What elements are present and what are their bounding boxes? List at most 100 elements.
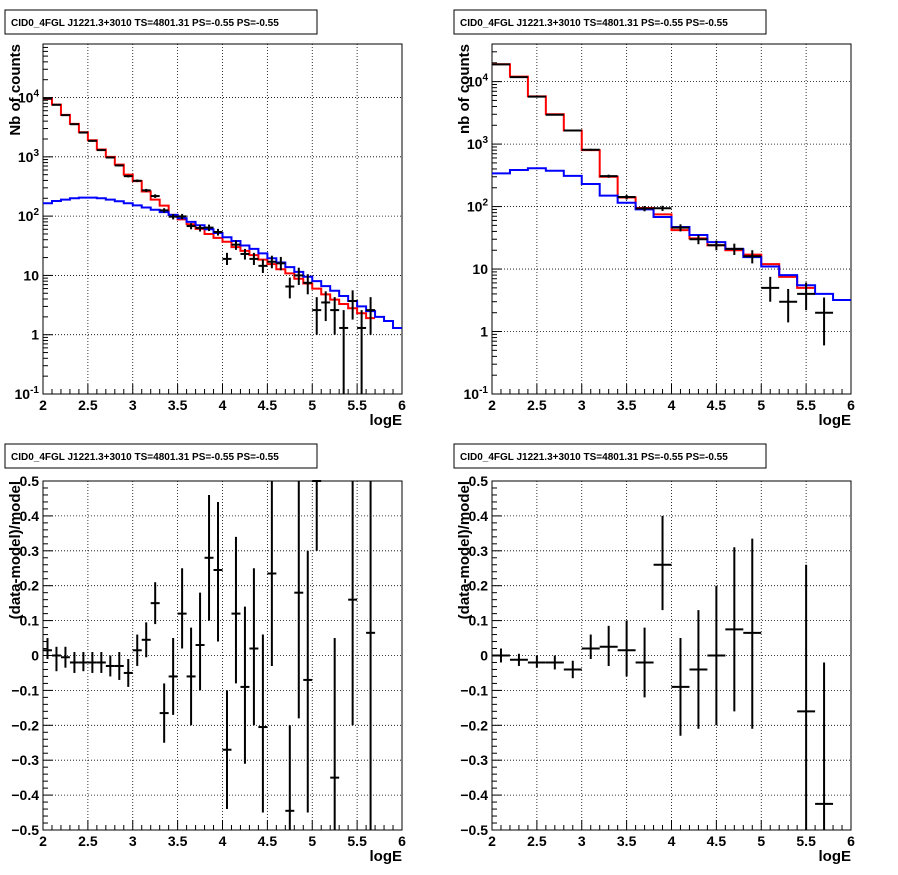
- data-point: [635, 627, 654, 698]
- data-point: [231, 240, 241, 250]
- data-point: [671, 638, 690, 736]
- x-axis-title: logE: [819, 412, 852, 429]
- y-tick-label: −0.3: [460, 752, 488, 768]
- data-point: [177, 568, 187, 649]
- title-box: [453, 443, 767, 469]
- data-point: [204, 224, 214, 232]
- y-tick-label: 0: [31, 648, 39, 664]
- x-tick-label: 2.5: [527, 833, 547, 849]
- data-point: [141, 622, 151, 658]
- data-point: [312, 480, 322, 551]
- data-point: [330, 638, 340, 830]
- y-tick-label: 10-1: [464, 385, 489, 402]
- data-point: [240, 606, 250, 764]
- y-tick-label: 0.4: [20, 508, 40, 524]
- data-point: [294, 267, 304, 285]
- data-point: [51, 103, 61, 106]
- title-box: [453, 9, 767, 35]
- x-tick-label: 3: [129, 833, 137, 849]
- data-point: [267, 481, 277, 666]
- data-point: [725, 547, 744, 712]
- y-tick-label: 102: [18, 207, 40, 224]
- x-tick-label: 2: [488, 833, 496, 849]
- y-tick-label: 104: [467, 73, 489, 90]
- data-point: [527, 95, 546, 98]
- x-tick-label: 2: [39, 833, 47, 849]
- data-point: [563, 660, 582, 679]
- data-point: [213, 501, 223, 642]
- data-point: [312, 297, 322, 335]
- chart-panel-4: CID0_4FGL J1221.3+3010 TS=4801.31 PS=-0.…: [453, 443, 855, 865]
- x-tick-label: 6: [847, 397, 855, 413]
- y-tick-label: 0.2: [20, 578, 40, 594]
- data-point: [258, 634, 268, 813]
- y-tick-label: −0.1: [11, 682, 39, 698]
- y-tick-label: 102: [467, 198, 489, 215]
- x-tick-label: 4: [219, 833, 227, 849]
- data-point: [707, 240, 726, 251]
- data-point: [105, 655, 115, 677]
- x-tick-label: 2: [39, 397, 47, 413]
- x-tick-label: 5: [308, 833, 316, 849]
- data-point: [815, 662, 834, 830]
- data-point: [725, 243, 744, 255]
- data-point: [168, 214, 178, 220]
- y-tick-label: 10: [23, 267, 39, 283]
- data-point: [599, 174, 618, 178]
- chart-title: CID0_4FGL J1221.3+3010 TS=4801.31 PS=-0.…: [11, 452, 279, 463]
- y-tick-label: −0.4: [460, 787, 488, 803]
- data-point: [545, 655, 564, 670]
- x-tick-label: 6: [847, 833, 855, 849]
- data-point: [707, 585, 726, 726]
- y-tick-label: 0.4: [469, 508, 489, 524]
- chart-title: CID0_4FGL J1221.3+3010 TS=4801.31 PS=-0.…: [11, 18, 279, 29]
- data-point: [60, 646, 70, 668]
- data-point: [348, 481, 358, 726]
- data-point: [339, 310, 349, 394]
- title-box: [4, 9, 318, 35]
- x-axis-ticks: [42, 820, 403, 830]
- y-axis-ticks: [492, 480, 502, 831]
- x-tick-label: 2.5: [527, 397, 547, 413]
- data-point: [43, 638, 52, 659]
- y-tick-label: 0.1: [469, 613, 489, 629]
- y-tick-label: 104: [18, 89, 40, 106]
- x-tick-label: 4: [668, 833, 676, 849]
- data-point: [159, 683, 169, 743]
- x-axis-title: logE: [370, 412, 403, 429]
- data-point: [43, 97, 52, 100]
- data-point: [60, 114, 70, 117]
- data-point: [330, 297, 340, 335]
- x-tick-label: 2.5: [78, 833, 98, 849]
- data-point: [743, 538, 762, 729]
- x-tick-label: 3: [129, 397, 137, 413]
- x-tick-label: 3.5: [168, 397, 188, 413]
- data-point: [141, 188, 151, 192]
- y-axis-ticks: [43, 43, 53, 395]
- chart-title: CID0_4FGL J1221.3+3010 TS=4801.31 PS=-0.…: [460, 452, 728, 463]
- y-axis-title: (data-model)/model: [456, 481, 473, 619]
- data-point: [240, 248, 250, 260]
- chart-panel-3: CID0_4FGL J1221.3+3010 TS=4801.31 PS=-0.…: [4, 443, 406, 865]
- data-point: [509, 653, 528, 666]
- x-tick-label: 5.5: [347, 397, 367, 413]
- data-point: [294, 481, 304, 719]
- series-step-blue: [43, 196, 402, 329]
- chart-title: CID0_4FGL J1221.3+3010 TS=4801.31 PS=-0.…: [460, 18, 728, 29]
- data-point: [527, 655, 546, 668]
- data-point: [348, 290, 358, 320]
- x-tick-label: 6: [398, 833, 406, 849]
- data-point: [761, 276, 780, 302]
- y-tick-label: −0.3: [11, 752, 39, 768]
- data-point: [78, 131, 88, 134]
- y-tick-label: −0.5: [11, 822, 39, 838]
- data-point: [285, 277, 295, 299]
- data-point: [87, 652, 97, 673]
- data-point: [114, 164, 124, 167]
- data-point: [689, 610, 708, 729]
- x-tick-label: 2.5: [78, 397, 98, 413]
- data-point: [213, 228, 223, 236]
- data-point: [563, 129, 582, 132]
- grid: [43, 481, 402, 830]
